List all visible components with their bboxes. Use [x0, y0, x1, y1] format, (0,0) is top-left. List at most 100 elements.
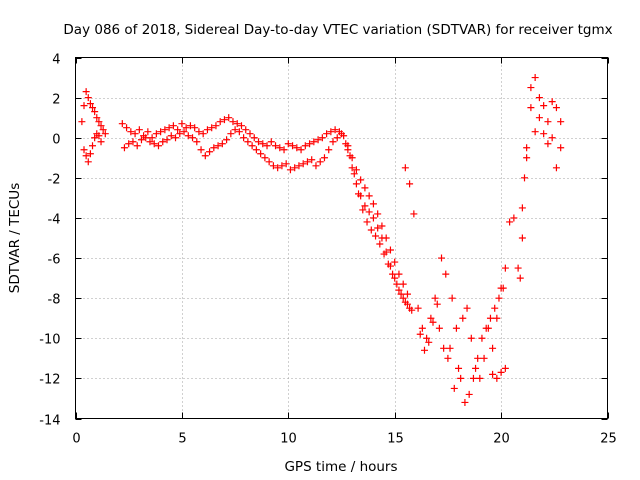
- series-track-d: [401, 164, 507, 406]
- data-point: [442, 270, 450, 278]
- data-point: [465, 390, 473, 398]
- data-point: [372, 232, 380, 240]
- data-point: [259, 140, 267, 148]
- data-point: [376, 240, 384, 248]
- data-point: [495, 294, 503, 302]
- x-tick-label: 15: [387, 432, 404, 447]
- data-point: [272, 142, 280, 150]
- data-point: [176, 130, 184, 138]
- data-point: [369, 214, 377, 222]
- data-point: [127, 128, 135, 136]
- data-point: [535, 114, 543, 122]
- y-tick-labels: 4 2 0 -2 -4 -6 -8 -10 -12 -14: [39, 53, 60, 429]
- data-point: [401, 164, 409, 172]
- data-point: [391, 258, 399, 266]
- data-point: [557, 118, 565, 126]
- data-point: [220, 116, 228, 124]
- data-point: [344, 142, 352, 150]
- data-point: [99, 126, 107, 134]
- data-point: [420, 346, 428, 354]
- data-point: [501, 364, 509, 372]
- data-point: [135, 126, 143, 134]
- data-point: [218, 140, 226, 148]
- data-point: [476, 374, 484, 382]
- data-point: [527, 84, 535, 92]
- data-point: [97, 138, 105, 146]
- data-point: [331, 126, 339, 134]
- data-point: [518, 234, 526, 242]
- data-point: [163, 136, 171, 144]
- data-point: [323, 130, 331, 138]
- data-point: [146, 138, 154, 146]
- data-point: [472, 364, 480, 372]
- data-point: [380, 250, 388, 258]
- data-point: [459, 314, 467, 322]
- data-point: [350, 170, 358, 178]
- data-point: [446, 344, 454, 352]
- x-tick-labels: 0 5 10 15 20 25: [72, 432, 616, 447]
- data-point: [172, 134, 180, 142]
- data-point: [152, 130, 160, 138]
- data-point: [157, 128, 165, 136]
- data-point: [80, 146, 88, 154]
- data-point: [310, 138, 318, 146]
- data-point: [269, 162, 277, 170]
- data-point: [314, 136, 322, 144]
- data-point: [195, 128, 203, 136]
- data-point: [427, 314, 435, 322]
- data-point: [374, 224, 382, 232]
- x-tick-label: 25: [600, 432, 617, 447]
- data-point: [308, 156, 316, 164]
- data-point: [261, 154, 269, 162]
- axis-ticks: [75, 57, 609, 420]
- grid-lines: [75, 57, 608, 419]
- data-point: [95, 118, 103, 126]
- data-point: [244, 138, 252, 146]
- data-point: [463, 304, 471, 312]
- data-point: [514, 264, 522, 272]
- data-point: [531, 74, 539, 82]
- data-point: [431, 294, 439, 302]
- data-point: [450, 384, 458, 392]
- data-point: [365, 192, 373, 200]
- data-point: [125, 140, 133, 148]
- x-tick-label: 0: [72, 432, 80, 447]
- data-point: [327, 128, 335, 136]
- data-point: [397, 290, 405, 298]
- data-point: [263, 142, 271, 150]
- data-point: [355, 190, 363, 198]
- data-point: [250, 134, 258, 142]
- data-point: [242, 126, 250, 134]
- data-point: [169, 122, 177, 130]
- data-point: [523, 154, 531, 162]
- data-point: [521, 174, 529, 182]
- data-point: [493, 314, 501, 322]
- y-tick-label: -12: [39, 373, 60, 388]
- data-point: [352, 166, 360, 174]
- data-point: [297, 146, 305, 154]
- series-track-c: [344, 142, 411, 298]
- data-point: [440, 344, 448, 352]
- data-point: [493, 374, 501, 382]
- data-point: [303, 158, 311, 166]
- data-point: [548, 98, 556, 106]
- data-point: [410, 210, 418, 218]
- data-point: [478, 334, 486, 342]
- data-point: [101, 130, 109, 138]
- data-point: [182, 124, 190, 132]
- data-point: [280, 146, 288, 154]
- data-point: [180, 128, 188, 136]
- x-tick-label: 20: [493, 432, 510, 447]
- data-point: [201, 152, 209, 160]
- data-point: [497, 284, 505, 292]
- data-point: [389, 270, 397, 278]
- data-point: [278, 162, 286, 170]
- data-point: [429, 318, 437, 326]
- data-point: [352, 180, 360, 188]
- data-point: [363, 218, 371, 226]
- data-point: [486, 314, 494, 322]
- data-point: [216, 118, 224, 126]
- y-tick-label: 0: [52, 133, 60, 148]
- data-point: [438, 254, 446, 262]
